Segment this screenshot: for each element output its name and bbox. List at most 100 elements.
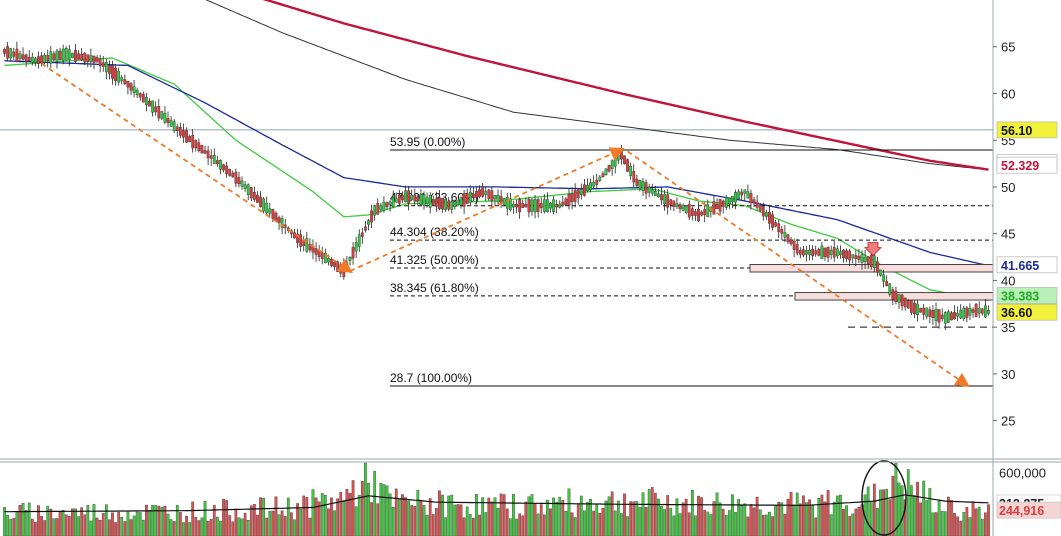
candle-body — [629, 166, 633, 177]
volume-bar — [101, 512, 105, 536]
volume-bar — [234, 508, 238, 536]
volume-bar — [188, 522, 191, 536]
candle-body — [459, 197, 463, 206]
candle-body — [835, 248, 839, 257]
candle-body — [86, 54, 90, 62]
volume-bar — [364, 462, 367, 536]
volume-bar — [61, 509, 65, 536]
candle-body — [567, 194, 571, 206]
candle-body — [12, 51, 16, 57]
volume-bar — [67, 515, 71, 536]
volume-bar — [299, 508, 303, 536]
volume-bar — [740, 505, 744, 536]
candle-body — [277, 217, 281, 223]
volume-bar — [438, 490, 441, 536]
candle-body — [441, 198, 444, 210]
candle-body — [845, 250, 848, 259]
volume-bar — [333, 510, 336, 536]
volume-bar — [576, 503, 580, 536]
volume-bar — [49, 508, 53, 536]
volume-bar — [953, 512, 956, 536]
volume-bar — [690, 490, 694, 536]
candle-body — [450, 201, 454, 210]
volume-bar — [842, 509, 845, 536]
candle-body — [909, 300, 913, 313]
candle-body — [533, 199, 537, 213]
volume-bar — [527, 496, 531, 536]
candle-body — [308, 243, 312, 251]
candle-body — [842, 249, 845, 259]
candle-body — [24, 54, 28, 62]
candle-body — [197, 142, 201, 152]
candle-body — [191, 134, 195, 149]
candle-body — [595, 179, 599, 185]
volume-bar — [394, 488, 398, 536]
volume-bar — [481, 497, 484, 536]
volume-bar — [743, 503, 747, 536]
candle-body — [410, 194, 414, 201]
volume-bar — [660, 505, 663, 536]
candle-body — [209, 155, 213, 159]
volume-bar — [3, 507, 6, 536]
volume-bar — [185, 515, 188, 536]
price-badge — [996, 121, 1058, 139]
volume-bar — [30, 518, 34, 536]
candle-body — [653, 190, 657, 196]
candle-body — [879, 269, 882, 276]
candle-body — [157, 106, 161, 119]
candle-body — [700, 211, 703, 216]
candle-body — [940, 314, 944, 320]
candle-body — [743, 189, 747, 194]
volume-bar — [737, 499, 740, 536]
candle-body — [416, 196, 420, 202]
volume-bar — [919, 502, 922, 536]
candle-body — [222, 164, 225, 171]
volume-bar — [814, 517, 818, 536]
candle-body — [891, 289, 895, 300]
volume-bar — [459, 504, 463, 536]
volume-bar — [928, 488, 932, 536]
candle-body — [154, 106, 158, 113]
candle-body — [539, 203, 543, 209]
candle-body — [98, 58, 102, 66]
volume-bar — [900, 485, 904, 536]
volume-bar — [570, 512, 574, 536]
volume-bar — [487, 497, 491, 536]
price-badge-label: 52.329 — [1001, 159, 1039, 173]
volume-bar — [465, 506, 469, 536]
candle-body — [814, 250, 818, 255]
volume-bar — [27, 502, 31, 536]
volume-bar — [700, 497, 703, 536]
volume-bar — [533, 503, 537, 536]
candle-body — [215, 160, 219, 165]
volume-bar — [367, 483, 370, 536]
volume-bar — [357, 494, 361, 536]
candle-body — [49, 51, 53, 64]
candle-body — [592, 181, 596, 187]
volume-bar — [308, 517, 312, 536]
volume-bar — [148, 510, 151, 536]
volume-bar — [805, 502, 808, 536]
volume-bar — [857, 506, 861, 536]
candle-body — [555, 203, 559, 208]
candle-body — [869, 254, 873, 268]
candle-body — [141, 93, 145, 103]
candle-body — [172, 121, 176, 131]
candle-body — [694, 211, 697, 216]
candle-body — [848, 250, 852, 261]
volume-bar — [425, 515, 429, 536]
candle-body — [15, 48, 19, 62]
candle-body — [851, 254, 855, 259]
volume-bar — [774, 504, 778, 536]
candle-body — [484, 190, 488, 196]
candle-body — [104, 62, 108, 73]
volume-bar — [839, 494, 842, 536]
volume-bar — [755, 496, 759, 536]
candle-body — [832, 247, 836, 258]
axis-tick-label: 60 — [1001, 86, 1015, 101]
candle-body — [919, 308, 922, 313]
volume-bar — [407, 500, 410, 536]
candle-body — [55, 50, 59, 62]
volume-bar — [397, 498, 401, 536]
